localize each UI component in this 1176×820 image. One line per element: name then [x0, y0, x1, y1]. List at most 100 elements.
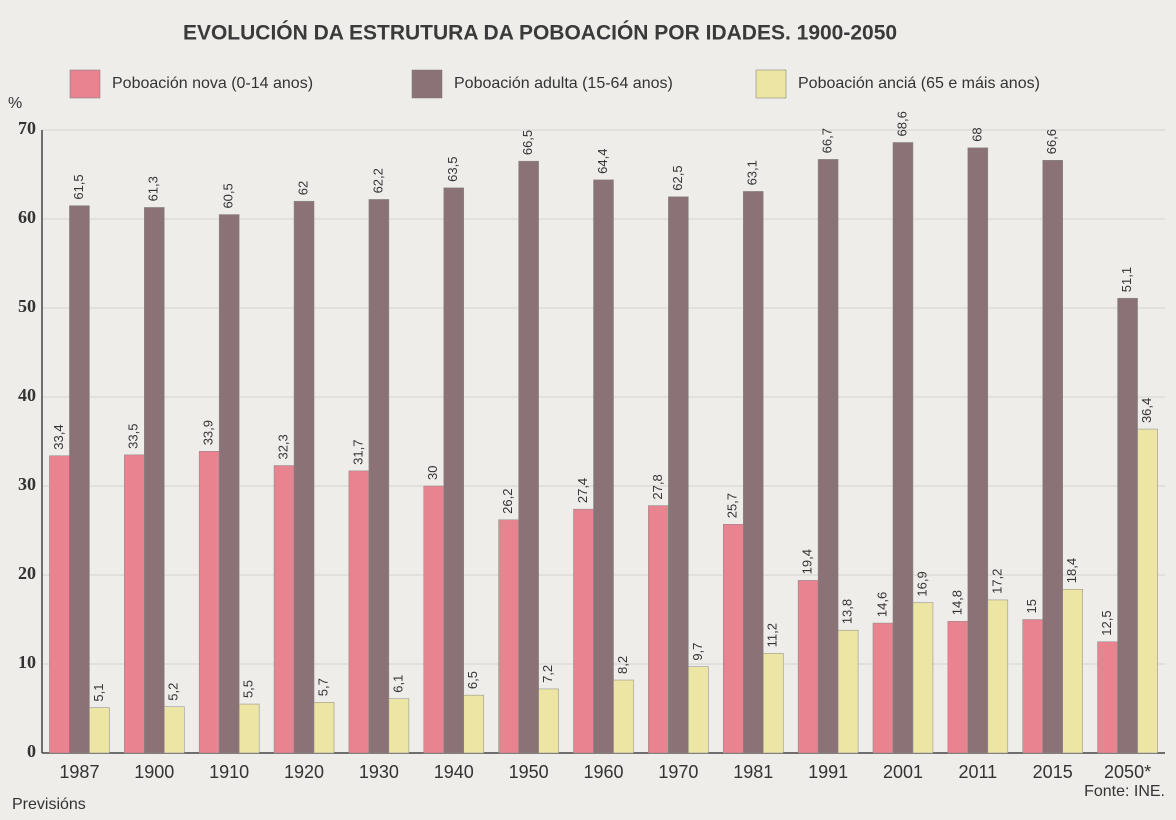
- bar: [388, 698, 410, 754]
- y-tick-label: 70: [18, 118, 36, 138]
- value-label: 5,1: [91, 684, 106, 702]
- bar: [722, 524, 744, 754]
- y-tick-label: 40: [18, 385, 36, 405]
- bar: [593, 179, 614, 754]
- x-tick-label: 1950: [509, 762, 549, 782]
- bar: [817, 159, 839, 754]
- y-axis-label: %: [8, 95, 22, 112]
- bar: [348, 470, 370, 754]
- bar: [892, 142, 914, 754]
- value-label: 14,8: [949, 590, 964, 615]
- legend-label: Poboación nova (0-14 anos): [112, 75, 313, 92]
- y-tick-label: 10: [18, 652, 36, 672]
- value-label: 19,4: [800, 549, 815, 574]
- value-label: 18,4: [1064, 558, 1079, 583]
- value-label: 6,1: [390, 675, 405, 693]
- value-label: 36,4: [1139, 398, 1154, 423]
- bar: [1042, 160, 1063, 754]
- bar: [443, 187, 465, 754]
- bar: [1062, 588, 1083, 754]
- bar: [1117, 297, 1138, 754]
- bar: [518, 160, 539, 754]
- x-tick-label: 2015: [1033, 762, 1073, 782]
- x-tick-label: 1930: [359, 762, 399, 782]
- value-label: 17,2: [989, 569, 1004, 594]
- value-label: 25,7: [725, 493, 740, 518]
- value-label: 62: [295, 181, 310, 195]
- bar: [872, 622, 894, 754]
- x-tick-label: 1910: [209, 762, 249, 782]
- x-tick-label: 2011: [958, 762, 997, 782]
- y-tick-label: 0: [27, 741, 36, 761]
- legend-swatch: [411, 69, 443, 99]
- bar: [762, 653, 784, 754]
- value-label: 7,2: [540, 665, 555, 683]
- bar: [313, 702, 335, 754]
- value-label: 5,7: [315, 678, 330, 696]
- value-label: 33,9: [201, 420, 216, 445]
- bar: [368, 199, 390, 754]
- value-label: 64,4: [595, 149, 610, 174]
- value-label: 33,5: [126, 424, 141, 449]
- bar: [89, 707, 110, 754]
- bar: [573, 508, 594, 754]
- value-label: 63,1: [745, 160, 760, 185]
- value-label: 51,1: [1119, 267, 1134, 292]
- value-label: 5,5: [241, 680, 256, 698]
- value-label: 30: [425, 466, 440, 480]
- x-tick-label: 1940: [434, 762, 474, 782]
- value-label: 27,8: [650, 474, 665, 499]
- bar: [1097, 641, 1118, 754]
- value-label: 11,2: [765, 623, 780, 647]
- x-tick-label: 2001: [883, 762, 923, 782]
- x-tick-label: 1960: [583, 762, 623, 782]
- bar: [124, 454, 145, 754]
- bar: [69, 205, 90, 754]
- value-label: 66,6: [1044, 129, 1059, 154]
- value-label: 9,7: [690, 643, 705, 661]
- chart-title: EVOLUCIÓN DA ESTRUTURA DA POBOACIÓN POR …: [183, 21, 897, 45]
- bar: [797, 580, 819, 754]
- value-label: 12,5: [1099, 610, 1114, 635]
- x-tick-label: 1900: [134, 762, 174, 782]
- bar: [648, 505, 669, 754]
- bar: [1022, 619, 1043, 754]
- y-tick-label: 20: [18, 563, 36, 583]
- note: Previsións: [12, 796, 86, 813]
- value-label: 14,6: [874, 592, 889, 617]
- x-tick-label: 1981: [733, 762, 773, 782]
- bar: [837, 629, 859, 754]
- bar: [967, 147, 989, 754]
- bar: [463, 694, 485, 754]
- y-tick-label: 50: [18, 296, 36, 316]
- value-label: 8,2: [615, 656, 630, 674]
- x-tick-label: 1970: [658, 762, 698, 782]
- value-label: 26,2: [500, 489, 515, 514]
- bar: [423, 485, 445, 754]
- legend-swatch: [69, 69, 101, 99]
- legend-swatch: [755, 69, 787, 99]
- bar: [164, 706, 185, 754]
- bar: [49, 455, 70, 754]
- value-label: 5,2: [166, 683, 181, 701]
- value-label: 61,5: [71, 174, 86, 199]
- bar: [668, 196, 689, 754]
- value-label: 15: [1024, 599, 1039, 613]
- bar: [498, 519, 519, 754]
- y-tick-label: 60: [18, 207, 36, 227]
- bar: [742, 191, 764, 754]
- value-label: 62,5: [670, 165, 685, 190]
- bar: [987, 599, 1009, 754]
- value-label: 6,5: [465, 671, 480, 689]
- value-label: 60,5: [221, 183, 236, 208]
- value-label: 63,5: [445, 157, 460, 182]
- value-label: 66,7: [820, 128, 835, 153]
- bar: [947, 621, 969, 754]
- bar: [1137, 428, 1158, 754]
- value-label: 16,9: [914, 571, 929, 596]
- value-label: 68: [969, 127, 984, 141]
- bar: [912, 602, 934, 754]
- value-label: 62,2: [370, 168, 385, 193]
- bar: [218, 214, 240, 754]
